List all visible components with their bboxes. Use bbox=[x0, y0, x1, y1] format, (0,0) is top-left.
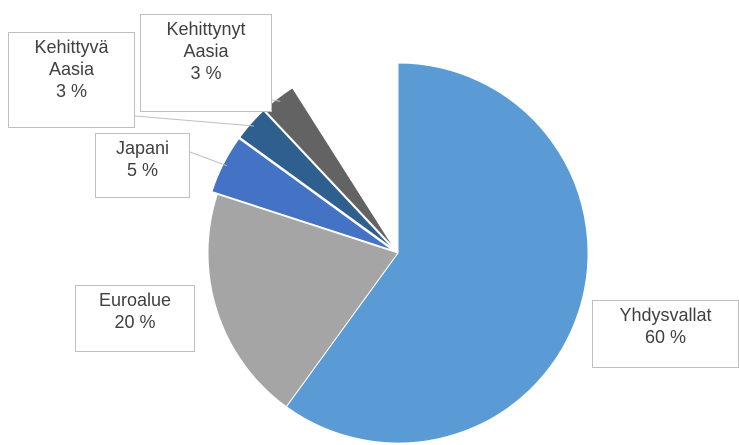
category-label: Yhdysvallat bbox=[619, 305, 712, 325]
leader-line bbox=[189, 151, 228, 167]
data-label: Kehittynyt Aasia 3 % bbox=[140, 14, 272, 112]
pie-slice bbox=[207, 193, 399, 408]
value-label: 5 % bbox=[126, 160, 159, 180]
value-label: 3 % bbox=[190, 63, 222, 83]
value-label: 3 % bbox=[55, 81, 88, 101]
category-label: Japani bbox=[115, 138, 170, 158]
value-label: 60 % bbox=[644, 327, 687, 347]
leader-line bbox=[271, 99, 281, 102]
data-label: Yhdysvallat 60 % bbox=[592, 300, 739, 368]
pie-slice bbox=[285, 62, 589, 444]
data-label: Japani 5 % bbox=[95, 133, 190, 198]
data-label: Euroalue 20 % bbox=[75, 285, 195, 352]
data-label: Kehittyvä Aasia 3 % bbox=[8, 32, 135, 128]
leader-line bbox=[134, 115, 255, 127]
category-label: Euroalue bbox=[98, 290, 172, 310]
category-label: Kehittyvä Aasia bbox=[34, 37, 109, 79]
category-label: Kehittynyt Aasia bbox=[166, 19, 246, 61]
value-label: 20 % bbox=[114, 312, 156, 332]
